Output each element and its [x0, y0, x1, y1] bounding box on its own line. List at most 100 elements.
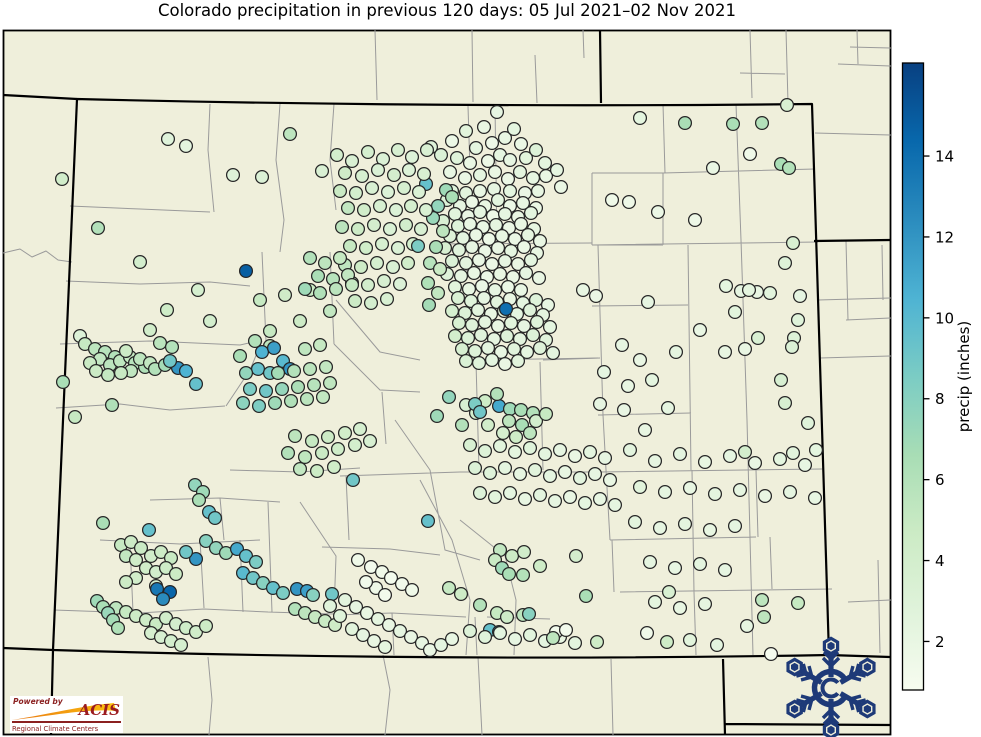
station-point [118, 343, 134, 359]
station-point [458, 123, 474, 139]
station-point [433, 637, 449, 653]
station-point [532, 233, 548, 249]
station-point [499, 609, 515, 625]
station-point [807, 490, 823, 506]
station-point [784, 339, 800, 355]
station-point [516, 544, 532, 560]
station-point [266, 340, 282, 356]
station-point [202, 313, 218, 329]
station-point [290, 379, 306, 395]
station-point [474, 278, 490, 294]
station-point [238, 365, 254, 381]
station-point [451, 315, 467, 331]
station-point [250, 361, 266, 377]
station-point [444, 253, 460, 269]
station-point [492, 266, 508, 282]
station-point [462, 437, 478, 453]
station-point [258, 383, 274, 399]
colorbar-ticks: 2 4 6 8 10 12 14 [923, 148, 954, 651]
station-point [568, 548, 584, 564]
station-point [447, 328, 463, 344]
station-point [747, 455, 763, 471]
station-point [444, 133, 460, 149]
station-point [254, 344, 270, 360]
acis-subtitle: Regional Climate Centers [12, 725, 99, 733]
station-point [404, 582, 420, 598]
station-point [188, 376, 204, 392]
station-point [657, 484, 673, 500]
climate-center-snowflake-logo [786, 636, 876, 737]
station-point [522, 627, 538, 643]
station-point [309, 463, 325, 479]
station-point [54, 171, 70, 187]
station-point [542, 319, 558, 335]
station-point [531, 270, 547, 286]
station-point [458, 255, 474, 271]
station-point [737, 444, 753, 460]
station-point [547, 493, 563, 509]
station-point [420, 513, 436, 529]
station-point [262, 323, 278, 339]
station-point [464, 194, 480, 210]
colorbar-tick-label: 2 [935, 633, 945, 651]
colorbar-tick-label: 14 [935, 148, 954, 166]
station-point [67, 409, 83, 425]
station-point [441, 580, 457, 596]
station-point [592, 396, 608, 412]
station-point [480, 340, 496, 356]
station-point [510, 353, 526, 369]
station-point [453, 586, 469, 602]
station-point [287, 428, 303, 444]
station-point [360, 144, 376, 160]
station-point [160, 131, 176, 147]
station-point [396, 180, 412, 196]
station-point [592, 491, 608, 507]
station-point [512, 466, 528, 482]
station-point [522, 425, 538, 441]
station-point [501, 413, 517, 429]
station-point [537, 155, 553, 171]
station-point [504, 548, 520, 564]
station-point [497, 253, 513, 269]
station-point [248, 554, 264, 570]
station-point [499, 328, 515, 344]
colorbar-tick-label: 8 [935, 390, 945, 408]
station-point [379, 291, 395, 307]
station-point [785, 235, 801, 251]
station-point [356, 202, 372, 218]
station-point [607, 497, 623, 513]
station-point [523, 205, 539, 221]
station-point [779, 97, 795, 113]
station-point [372, 198, 388, 214]
station-point [467, 343, 483, 359]
station-point [350, 221, 366, 237]
station-point [737, 341, 753, 357]
station-point [492, 625, 508, 641]
station-point [332, 608, 348, 624]
station-point [363, 295, 379, 311]
station-point [317, 255, 333, 271]
station-point [472, 183, 488, 199]
station-point [344, 153, 360, 169]
acis-swoosh-icon [12, 703, 116, 720]
station-point [382, 221, 398, 237]
station-point [497, 460, 513, 476]
station-point [492, 438, 508, 454]
station-point [328, 281, 344, 297]
station-point [464, 317, 480, 333]
station-point [381, 617, 397, 633]
station-point [790, 312, 806, 328]
station-point [518, 265, 534, 281]
station-point [444, 189, 460, 205]
station-point [110, 620, 126, 636]
station-point [477, 314, 493, 330]
station-point [314, 163, 330, 179]
station-point [173, 637, 189, 653]
station-point [235, 395, 251, 411]
station-point [310, 268, 326, 284]
station-point [502, 485, 518, 501]
station-point [270, 365, 286, 381]
station-point [532, 340, 548, 356]
station-point [398, 217, 414, 233]
station-point [517, 491, 533, 507]
